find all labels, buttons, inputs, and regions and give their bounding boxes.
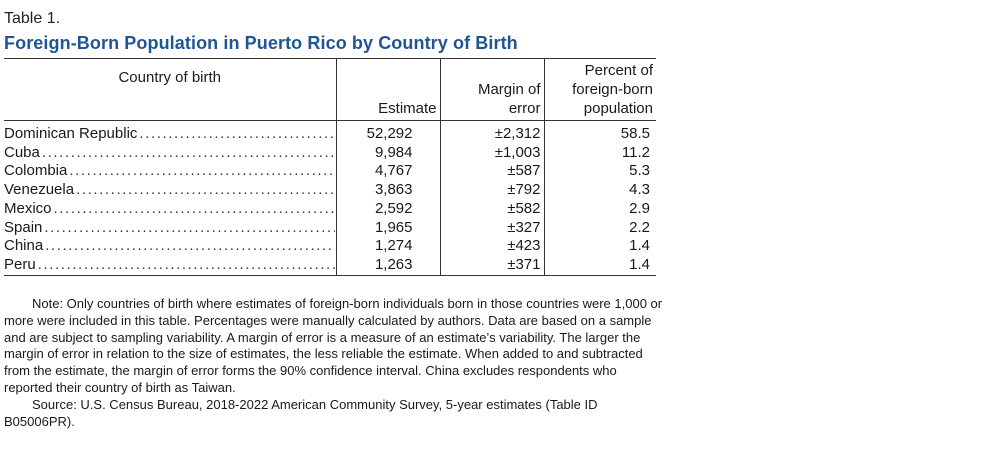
estimate-cell: 52,292: [335, 120, 440, 144]
country-cell: Peru....................................…: [4, 255, 336, 276]
percent-cell: 58.5: [543, 120, 656, 144]
percent-cell: 1.4: [543, 255, 656, 276]
table-row: Peru....................................…: [4, 255, 656, 276]
moe-cell: ±792: [439, 181, 544, 200]
table-row: Dominican Republic......................…: [4, 120, 656, 144]
country-cell: China...................................…: [4, 237, 336, 256]
header-pct-line1: Percent of: [584, 62, 653, 79]
moe-cell: ±582: [439, 199, 544, 219]
table-row: Colombia................................…: [4, 162, 656, 182]
percent-cell: 5.3: [543, 162, 656, 182]
header-pct-line3: population: [583, 100, 653, 117]
header-percent: Percent of foreign-born population: [543, 58, 656, 121]
country-name: Cuba: [4, 143, 40, 161]
moe-cell: ±423: [439, 237, 544, 256]
header-estimate-label: Estimate: [378, 100, 437, 117]
header-moe-line2: error: [508, 100, 541, 117]
country-cell: Mexico..................................…: [4, 200, 336, 219]
moe-cell: ±371: [439, 255, 544, 276]
table-row: Cuba....................................…: [4, 143, 656, 163]
header-country: Country of birth: [4, 58, 336, 121]
source-text: Source: U.S. Census Bureau, 2018-2022 Am…: [4, 396, 598, 429]
data-table: Country of birth Estimate Margin of erro…: [4, 58, 656, 276]
country-name: Venezuela: [4, 181, 75, 199]
dot-leader: ........................................…: [139, 125, 334, 142]
table-row: Mexico..................................…: [4, 199, 656, 219]
percent-cell: 2.9: [543, 199, 656, 219]
header-estimate: Estimate: [335, 58, 440, 121]
estimate-cell: 9,984: [335, 143, 440, 163]
dot-leader: ........................................…: [44, 218, 334, 236]
country-name: Spain: [4, 218, 43, 236]
country-cell: Cuba....................................…: [4, 144, 336, 163]
country-name: Peru: [4, 255, 36, 273]
moe-cell: ±1,003: [439, 143, 544, 163]
moe-cell: ±587: [439, 162, 544, 182]
dot-leader: ........................................…: [76, 181, 335, 199]
header-margin-of-error: Margin of error: [439, 58, 544, 121]
table-row: China...................................…: [4, 237, 656, 256]
country-name: Mexico: [4, 199, 52, 217]
estimate-cell: 2,592: [335, 199, 440, 219]
percent-cell: 11.2: [543, 143, 656, 163]
estimate-cell: 1,274: [335, 237, 440, 256]
table-row: Venezuela...............................…: [4, 181, 656, 200]
percent-cell: 2.2: [543, 218, 656, 238]
table-row: Spain...................................…: [4, 218, 656, 238]
estimate-cell: 1,263: [335, 255, 440, 276]
estimate-cell: 4,767: [335, 162, 440, 182]
table-label: Table 1.: [4, 10, 61, 27]
dot-leader: ........................................…: [41, 143, 335, 161]
moe-cell: ±2,312: [439, 120, 544, 144]
percent-cell: 4.3: [543, 181, 656, 200]
header-moe-line1: Margin of: [477, 81, 541, 98]
table-container: Table 1. Foreign-Born Population in Puer…: [4, 8, 656, 276]
country-cell: Dominican Republic......................…: [4, 121, 336, 144]
country-cell: Venezuela...............................…: [4, 181, 336, 200]
table-title: Foreign-Born Population in Puerto Rico b…: [4, 33, 518, 53]
note-text: Note: Only countries of birth where esti…: [4, 296, 663, 395]
header-row: Country of birth Estimate Margin of erro…: [4, 58, 656, 121]
country-cell: Colombia................................…: [4, 162, 336, 181]
estimate-cell: 1,965: [335, 218, 440, 238]
country-name: Colombia: [4, 162, 68, 180]
header-pct-line2: foreign-born: [572, 81, 653, 98]
country-cell: Spain...................................…: [4, 219, 336, 238]
country-name: Dominican Republic: [4, 125, 138, 142]
country-name: China: [4, 237, 44, 255]
dot-leader: ........................................…: [45, 237, 334, 255]
percent-cell: 1.4: [543, 237, 656, 256]
dot-leader: ........................................…: [69, 162, 335, 180]
estimate-cell: 3,863: [335, 181, 440, 200]
table-notes: Note: Only countries of birth where esti…: [4, 296, 664, 430]
dot-leader: ........................................…: [37, 255, 335, 273]
moe-cell: ±327: [439, 218, 544, 238]
dot-leader: ........................................…: [53, 199, 335, 217]
